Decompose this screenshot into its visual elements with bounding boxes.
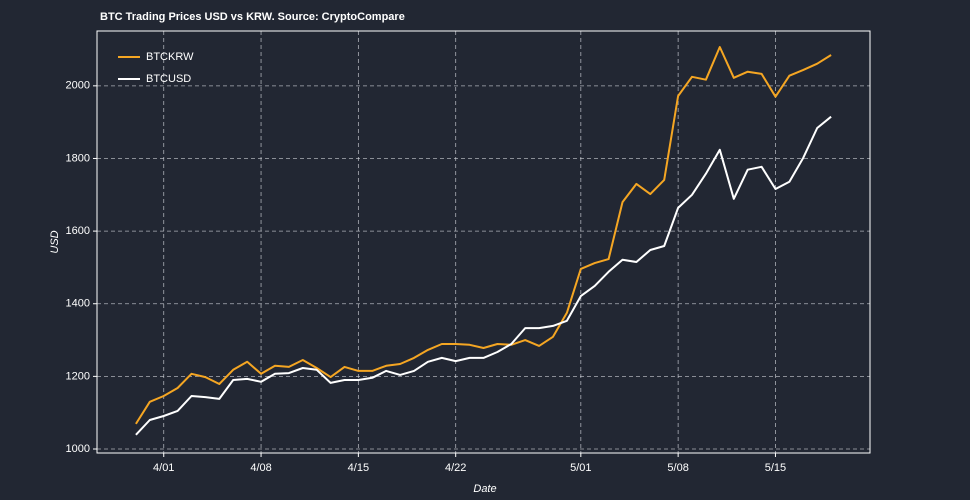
y-tick-label: 2000 [66,80,90,92]
x-tick-label: 5/01 [570,462,591,474]
y-tick-label: 1200 [66,370,90,382]
x-tick-label: 4/15 [348,462,369,474]
x-tick-label: 4/01 [153,462,174,474]
legend-label: BTCUSD [146,73,191,85]
y-tick-label: 1000 [66,443,90,455]
y-axis-label: USD [49,230,61,253]
legend-label: BTCKRW [146,51,194,63]
x-tick-label: 4/08 [250,462,271,474]
y-tick-label: 1800 [66,152,90,164]
chart-title: BTC Trading Prices USD vs KRW. Source: C… [100,11,405,23]
line-series [135,115,832,436]
plot-frame [96,30,871,454]
x-tick-label: 5/15 [765,462,786,474]
line-series [135,46,832,425]
x-tick-label: 4/22 [445,462,466,474]
x-tick-label: 5/08 [667,462,688,474]
x-axis-label: Date [473,483,496,495]
y-tick-label: 1400 [66,298,90,310]
y-tick-label: 1600 [66,225,90,237]
